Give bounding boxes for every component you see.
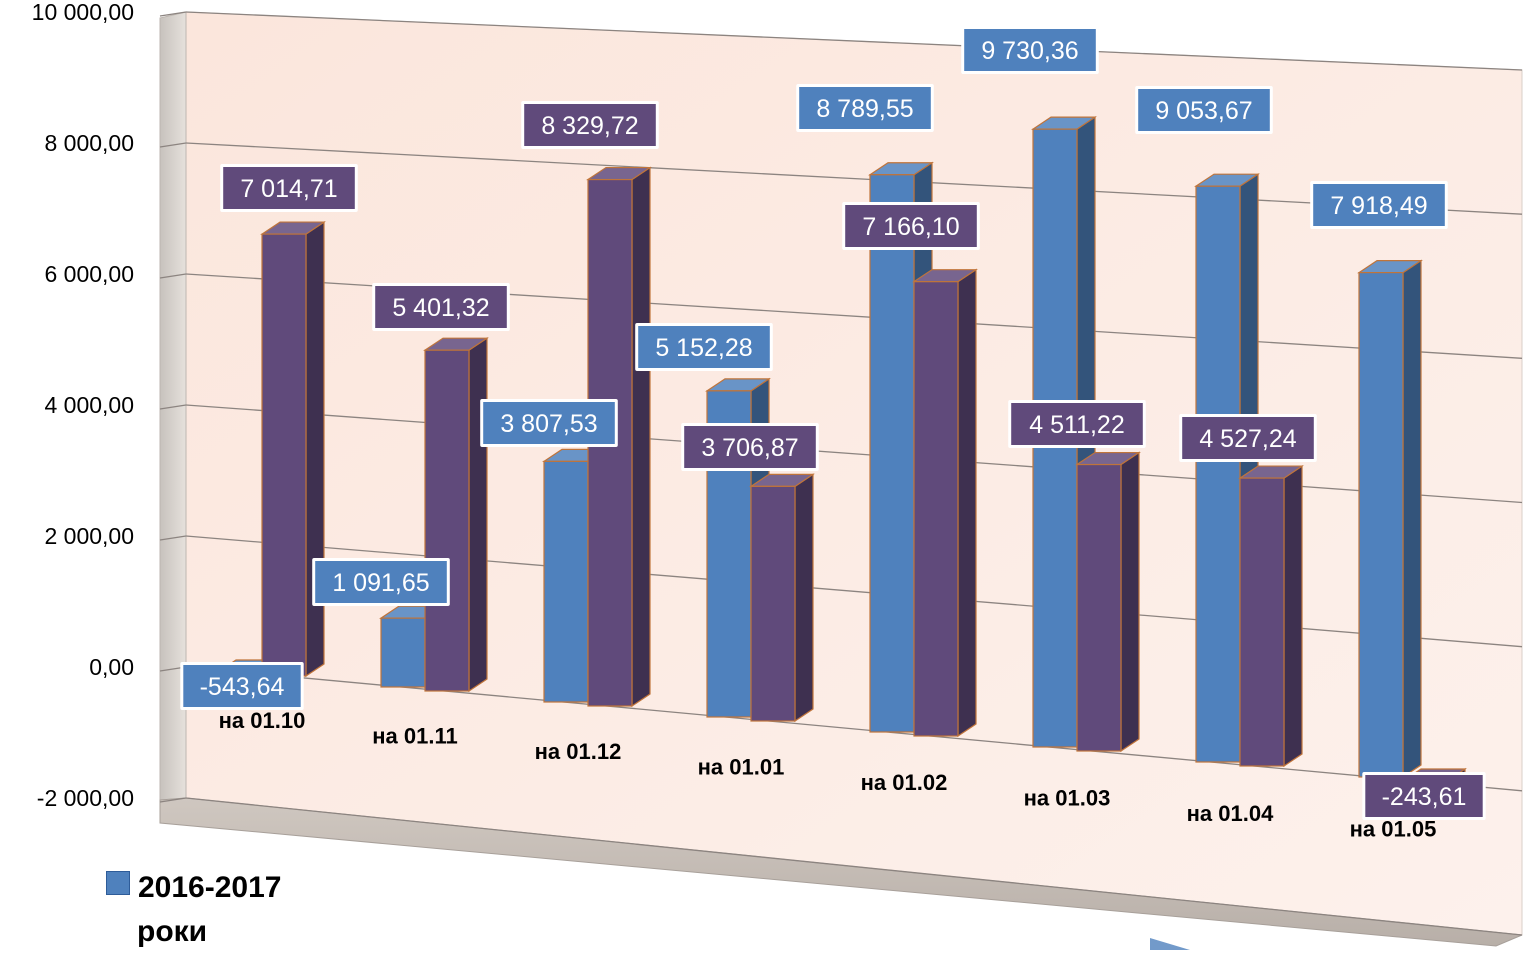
data-label: 5 401,32 (372, 283, 510, 331)
data-label: 4 511,22 (1008, 400, 1146, 448)
svg-text:8 329,72: 8 329,72 (541, 112, 638, 140)
legend-swatch (106, 871, 130, 895)
x-tick-label: на 01.11 (372, 724, 457, 749)
y-tick-label: 10 000,00 (32, 0, 134, 25)
x-tick-label: на 01.10 (219, 708, 306, 733)
chart-walls (159, 11, 1523, 947)
legend-label-line2: роки (137, 915, 208, 948)
bar (912, 268, 978, 738)
legend-entry: 2016-2017 (106, 866, 281, 910)
gridline (185, 797, 1523, 936)
svg-text:-243,61: -243,61 (1382, 783, 1467, 811)
svg-text:7 014,71: 7 014,71 (240, 175, 337, 203)
legend: 2016-2017 роки (106, 866, 281, 954)
svg-text:7 166,10: 7 166,10 (862, 213, 959, 241)
data-label: 1 091,65 (312, 558, 450, 606)
y-tick-label: 0,00 (89, 654, 134, 680)
data-label: 7 918,49 (1310, 181, 1448, 229)
legend-label-line1: 2016-2017 (138, 871, 282, 904)
data-label: 5 152,28 (635, 323, 773, 371)
bar (260, 220, 326, 678)
bar (1357, 259, 1423, 779)
data-label: 8 329,72 (521, 101, 659, 149)
x-axis: на 01.10 на 01.11 на 01.12 на 01.01 на 01.02… (219, 708, 1437, 842)
y-tick-label: 8 000,00 (44, 130, 134, 156)
svg-text:4 527,24: 4 527,24 (1199, 425, 1296, 453)
x-tick-label: на 01.05 (1350, 817, 1437, 842)
svg-text:5 152,28: 5 152,28 (655, 334, 752, 362)
data-label: -543,64 (180, 662, 304, 710)
svg-text:3 807,53: 3 807,53 (500, 410, 597, 438)
svg-text:8 789,55: 8 789,55 (816, 95, 913, 123)
data-label: 8 789,55 (796, 84, 934, 132)
y-axis: 10 000,00 8 000,00 6 000,00 4 000,00 2 000,0… (32, 0, 134, 811)
gridline (185, 11, 1523, 71)
bar (423, 337, 489, 693)
y-tick-label: 2 000,00 (44, 523, 134, 549)
svg-text:-543,64: -543,64 (200, 673, 285, 701)
data-label: 4 527,24 (1179, 414, 1317, 462)
gridline-side (159, 535, 187, 541)
svg-text:7 918,49: 7 918,49 (1330, 192, 1427, 220)
data-label: 9 730,36 (961, 26, 1099, 74)
svg-text:3 706,87: 3 706,87 (701, 434, 798, 462)
svg-text:5 401,32: 5 401,32 (392, 294, 489, 322)
data-label: -243,61 (1362, 772, 1486, 820)
svg-text:1 091,65: 1 091,65 (332, 569, 429, 597)
gridline-side (159, 273, 187, 279)
gridline (185, 142, 1523, 215)
y-tick-label: 4 000,00 (44, 392, 134, 418)
data-label: 7 166,10 (842, 202, 980, 250)
bar (1075, 451, 1141, 753)
bar (1238, 464, 1304, 768)
decorative-arrow (1150, 938, 1190, 950)
gridline-side (159, 404, 187, 410)
gridline-side (159, 797, 187, 803)
x-tick-label: на 01.01 (698, 755, 785, 780)
gridline-side (159, 142, 187, 148)
data-label: 7 014,71 (220, 164, 358, 212)
data-label: 3 706,87 (681, 423, 819, 471)
x-tick-label: на 01.03 (1024, 786, 1111, 811)
x-tick-label: на 01.02 (861, 770, 948, 795)
data-label: 3 807,53 (480, 399, 618, 447)
svg-text:4 511,22: 4 511,22 (1029, 411, 1124, 439)
back-wall (185, 11, 1523, 936)
y-tick-label: 6 000,00 (44, 261, 134, 287)
svg-text:9 730,36: 9 730,36 (981, 37, 1078, 65)
x-tick-label: на 01.12 (535, 739, 622, 764)
svg-text:9 053,67: 9 053,67 (1155, 97, 1252, 125)
y-tick-label: -2 000,00 (37, 785, 134, 811)
x-tick-label: на 01.04 (1187, 801, 1274, 826)
data-label: 9 053,67 (1135, 86, 1273, 134)
bar (749, 473, 815, 723)
data-labels: -543,64 1 091,65 3 807,53 5 152,28 8 789,55 9… (180, 26, 1486, 950)
gridline-side (159, 11, 187, 17)
gridline (185, 666, 1523, 792)
